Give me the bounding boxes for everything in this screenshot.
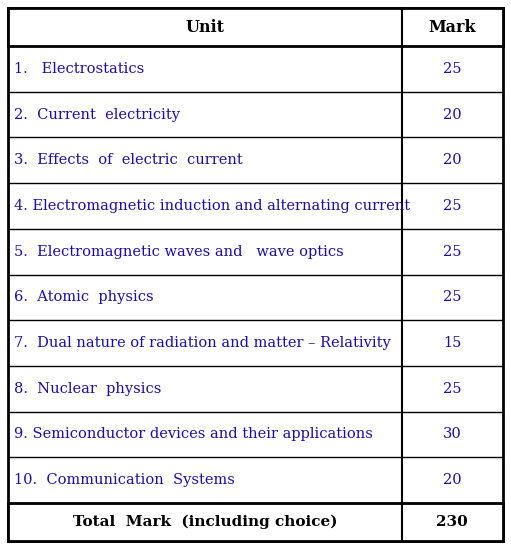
Text: 1.   Electrostatics: 1. Electrostatics [14, 62, 144, 76]
Text: 10.  Communication  Systems: 10. Communication Systems [14, 473, 235, 487]
Text: 9. Semiconductor devices and their applications: 9. Semiconductor devices and their appli… [14, 428, 373, 441]
Text: 25: 25 [443, 199, 461, 213]
Text: 6.  Atomic  physics: 6. Atomic physics [14, 290, 154, 304]
Bar [8, 8, 503, 46]
Text: 20: 20 [443, 153, 461, 167]
Text: 25: 25 [443, 290, 461, 304]
Text: 2.  Current  electricity: 2. Current electricity [14, 108, 180, 121]
Text: 5.  Electromagnetic waves and   wave optics: 5. Electromagnetic waves and wave optics [14, 245, 344, 259]
Text: 20: 20 [443, 108, 461, 121]
Text: 230: 230 [436, 515, 468, 529]
Text: Total  Mark  (including choice): Total Mark (including choice) [73, 515, 337, 529]
Text: 8.  Nuclear  physics: 8. Nuclear physics [14, 382, 161, 396]
Text: 25: 25 [443, 62, 461, 76]
Text: 7.  Dual nature of radiation and matter – Relativity: 7. Dual nature of radiation and matter –… [14, 336, 391, 350]
Text: 15: 15 [443, 336, 461, 350]
Text: 25: 25 [443, 382, 461, 396]
Text: 4. Electromagnetic induction and alternating current: 4. Electromagnetic induction and alterna… [14, 199, 410, 213]
Text: 30: 30 [443, 428, 461, 441]
Text: 3.  Effects  of  electric  current: 3. Effects of electric current [14, 153, 243, 167]
Text: 25: 25 [443, 245, 461, 259]
Text: Mark: Mark [429, 19, 476, 36]
Text: 20: 20 [443, 473, 461, 487]
Text: Unit: Unit [185, 19, 224, 36]
Bar [8, 503, 503, 541]
